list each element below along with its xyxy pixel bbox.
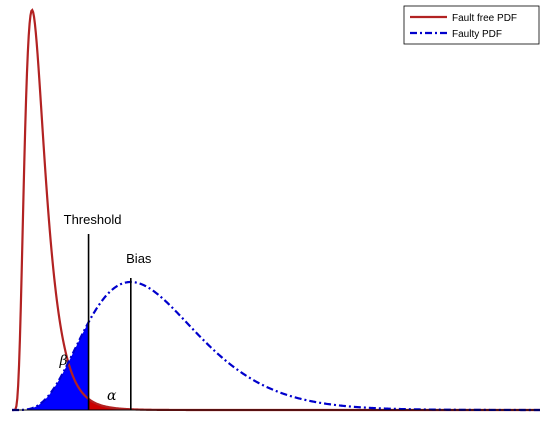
- beta-region-label: β: [59, 353, 68, 369]
- series-line-faulty: [12, 280, 540, 412]
- threshold-label: Threshold: [64, 212, 122, 227]
- legend-box: [403, 5, 540, 45]
- bias-label: Bias: [126, 251, 152, 266]
- beta-region: [12, 322, 89, 410]
- annotation-lines: [87, 234, 132, 410]
- alpha-region-label: α: [107, 388, 117, 404]
- legend-label-faulty: Faulty PDF: [452, 29, 502, 40]
- legend-label-fault-free: Fault free PDF: [452, 13, 517, 24]
- legend: Fault free PDF Faulty PDF: [403, 5, 540, 45]
- shaded-regions: [12, 322, 540, 410]
